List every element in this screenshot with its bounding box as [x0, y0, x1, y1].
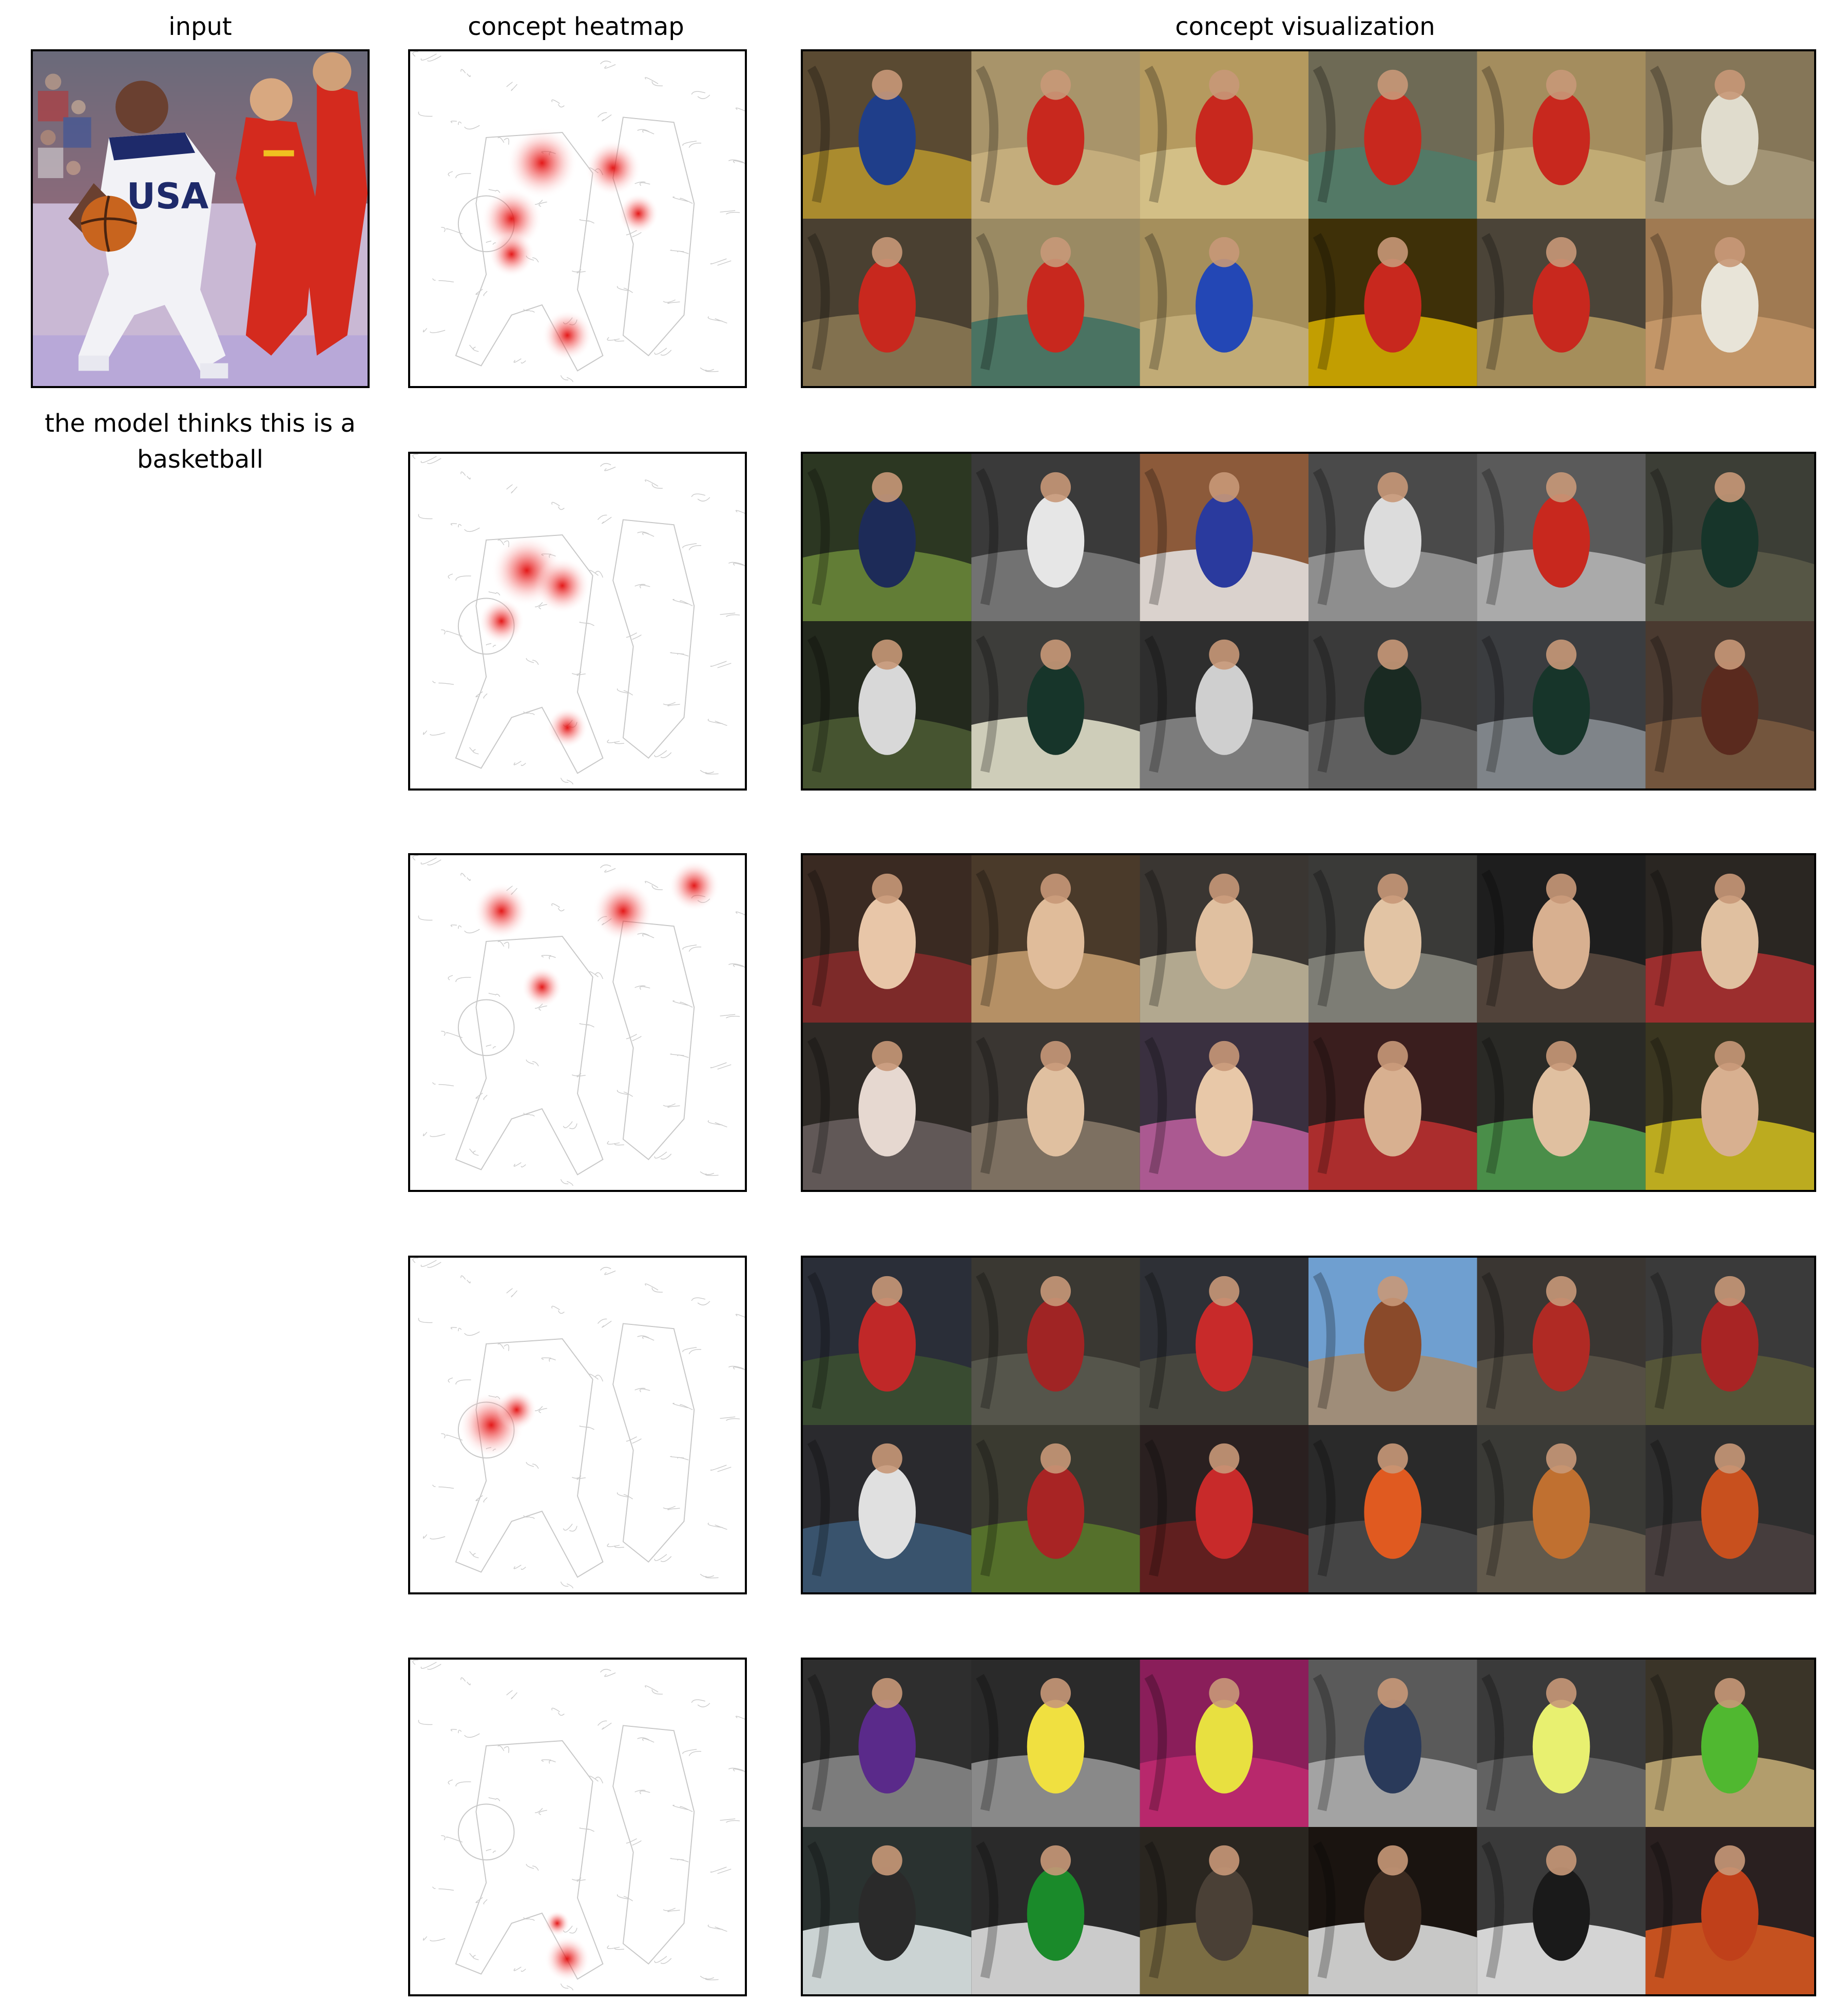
visualization-tile [803, 1023, 972, 1190]
concept-heatmap-2 [408, 452, 747, 791]
input-image: USA [31, 49, 370, 388]
input-photo: USA [33, 51, 368, 386]
visualization-column-title: concept visualization [1175, 12, 1435, 41]
visualization-tile [971, 1660, 1141, 1827]
visualization-tile [1308, 51, 1478, 219]
concept-heatmap-1 [408, 49, 747, 388]
visualization-tile [971, 621, 1141, 788]
visualization-tile [803, 454, 972, 622]
visualization-tile [971, 51, 1141, 219]
visualization-tile [971, 1827, 1141, 1994]
concept-heatmap-5 [408, 1658, 747, 1996]
jersey-lettering: USA [127, 176, 209, 217]
concept-visualization-3 [801, 853, 1816, 1192]
visualization-tile [803, 51, 972, 219]
visualization-tile [1308, 1023, 1478, 1190]
visualization-tile [1645, 454, 1814, 622]
visualization-tile [971, 1023, 1141, 1190]
visualization-tile [1645, 1425, 1814, 1592]
concept-visualization-2 [801, 452, 1816, 791]
concept-visualization-1 [801, 49, 1816, 388]
visualization-tile [1645, 1258, 1814, 1426]
visualization-tile [971, 855, 1141, 1023]
visualization-tile [1140, 1827, 1309, 1994]
visualization-tile [1477, 1827, 1646, 1994]
concept-visualization-4 [801, 1256, 1816, 1594]
prediction-caption: the model thinks this is a basketball [15, 406, 385, 477]
visualization-tile [1140, 51, 1309, 219]
visualization-tile [1308, 1425, 1478, 1592]
visualization-tile [1645, 1827, 1814, 1994]
visualization-tile [803, 1258, 972, 1426]
visualization-tile [1140, 1425, 1309, 1592]
visualization-tile [1645, 621, 1814, 788]
visualization-tile [1308, 855, 1478, 1023]
visualization-tile [1140, 621, 1309, 788]
visualization-tile [803, 1425, 972, 1592]
visualization-tile [1645, 855, 1814, 1023]
visualization-tile [971, 1425, 1141, 1592]
visualization-tile [1477, 51, 1646, 219]
visualization-tile [803, 855, 972, 1023]
visualization-tile [1308, 1660, 1478, 1827]
visualization-tile [1140, 1023, 1309, 1190]
visualization-tile [1477, 621, 1646, 788]
concept-heatmap-4 [408, 1256, 747, 1594]
visualization-tile [1477, 1023, 1646, 1190]
visualization-tile [1645, 1023, 1814, 1190]
concept-visualization-5 [801, 1658, 1816, 1996]
visualization-tile [1140, 1258, 1309, 1426]
visualization-tile [1477, 855, 1646, 1023]
visualization-tile [1140, 219, 1309, 386]
visualization-tile [1308, 454, 1478, 622]
concept-heatmap-3 [408, 853, 747, 1192]
visualization-tile [1477, 1425, 1646, 1592]
visualization-tile [1645, 219, 1814, 386]
prediction-caption-line2: basketball [137, 445, 263, 474]
visualization-tile [971, 219, 1141, 386]
visualization-tile [1477, 219, 1646, 386]
visualization-tile [1645, 51, 1814, 219]
visualization-tile [1645, 1660, 1814, 1827]
visualization-tile [1477, 1660, 1646, 1827]
heatmap-column-title: concept heatmap [468, 12, 684, 41]
visualization-tile [1308, 219, 1478, 386]
visualization-tile [803, 1660, 972, 1827]
visualization-tile [1308, 621, 1478, 788]
visualization-tile [1308, 1258, 1478, 1426]
visualization-tile [1477, 1258, 1646, 1426]
input-column-title: input [168, 12, 232, 41]
visualization-tile [1140, 454, 1309, 622]
visualization-tile [1140, 855, 1309, 1023]
visualization-tile [1477, 454, 1646, 622]
visualization-tile [1140, 1660, 1309, 1827]
visualization-tile [803, 1827, 972, 1994]
visualization-tile [1308, 1827, 1478, 1994]
visualization-tile [971, 454, 1141, 622]
visualization-tile [803, 621, 972, 788]
prediction-caption-line1: the model thinks this is a [45, 409, 356, 438]
visualization-tile [803, 219, 972, 386]
visualization-tile [971, 1258, 1141, 1426]
